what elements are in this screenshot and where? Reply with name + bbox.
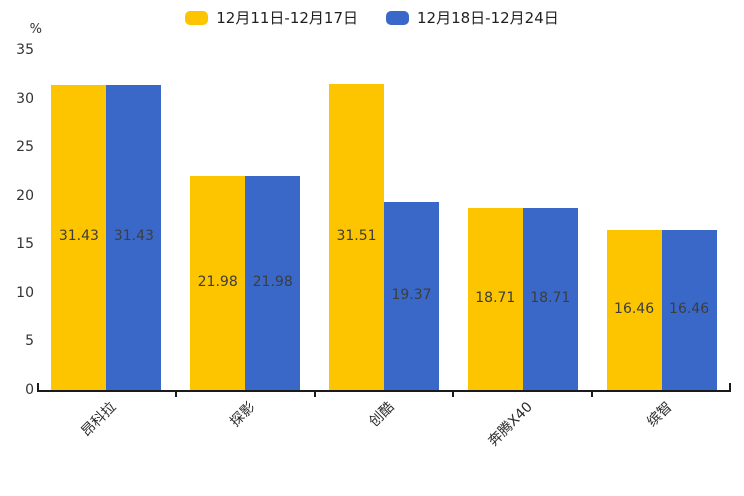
- bar-value-label: 16.46: [669, 301, 710, 318]
- x-category-label: 奔腾X40: [485, 399, 537, 450]
- x-axis-line: [37, 390, 731, 392]
- legend-item-label: 12月11日-12月17日: [216, 9, 358, 27]
- bar-series1-缤智: 16.46: [606, 230, 662, 390]
- bar-value-label: 31.43: [113, 228, 154, 245]
- y-tick-label: 30: [16, 90, 34, 107]
- bar-series2-探影: 21.98: [245, 176, 301, 390]
- bar-series2-昂科拉: 31.43: [106, 84, 162, 390]
- y-tick-label: 25: [16, 139, 34, 156]
- bar-value-label: 21.98: [252, 274, 293, 291]
- y-tick-label: 5: [25, 333, 34, 350]
- bar-value-label: 18.71: [530, 290, 571, 307]
- bar-series2-奔腾X40: 18.71: [522, 208, 578, 390]
- bar-series1-奔腾X40: 18.71: [467, 208, 523, 390]
- x-axis-end-cap: [729, 383, 731, 390]
- bar-value-label: 21.98: [197, 274, 238, 291]
- legend-item-series-2[interactable]: 12月18日-12月24日: [386, 7, 559, 28]
- x-category-label: 缤智: [643, 399, 676, 431]
- x-axis-tick: [591, 392, 594, 397]
- y-tick-label: 0: [25, 382, 34, 398]
- legend-item-label: 12月18日-12月24日: [417, 9, 559, 27]
- legend-swatch-icon: [386, 10, 409, 25]
- bar-value-label: 16.46: [614, 301, 655, 318]
- bar-series1-昂科拉: 31.43: [51, 84, 107, 390]
- bar-value-label: 31.43: [58, 228, 99, 245]
- bar-value-label: 18.71: [475, 290, 516, 307]
- bar-value-label: 31.51: [336, 227, 377, 244]
- bar-series1-探影: 21.98: [190, 176, 246, 390]
- y-tick-label: 35: [16, 42, 34, 58]
- legend-swatch-icon: [185, 10, 209, 25]
- chart-legend: 12月11日-12月17日 12月18日-12月24日: [0, 7, 744, 28]
- y-tick-label: 10: [16, 284, 34, 301]
- y-tick-label: 20: [16, 187, 34, 204]
- y-tick-label: 15: [16, 236, 34, 253]
- bar-value-label: 19.37: [391, 286, 432, 303]
- y-axis-unit-label: %: [29, 22, 42, 37]
- legend-item-series-1[interactable]: 12月11日-12月17日: [185, 7, 358, 28]
- x-category-label: 探影: [227, 399, 259, 431]
- x-category-label: 创酷: [366, 399, 398, 431]
- x-axis-tick: [174, 392, 177, 397]
- bar-series2-缤智: 16.46: [661, 230, 717, 390]
- x-axis-tick: [313, 392, 316, 397]
- x-axis-end-cap: [37, 383, 39, 390]
- x-category-label: 昂科拉: [78, 399, 120, 441]
- x-axis-tick: [452, 392, 455, 397]
- bar-series1-创酷: 31.51: [329, 83, 384, 390]
- bar-series2-创酷: 19.37: [384, 201, 439, 390]
